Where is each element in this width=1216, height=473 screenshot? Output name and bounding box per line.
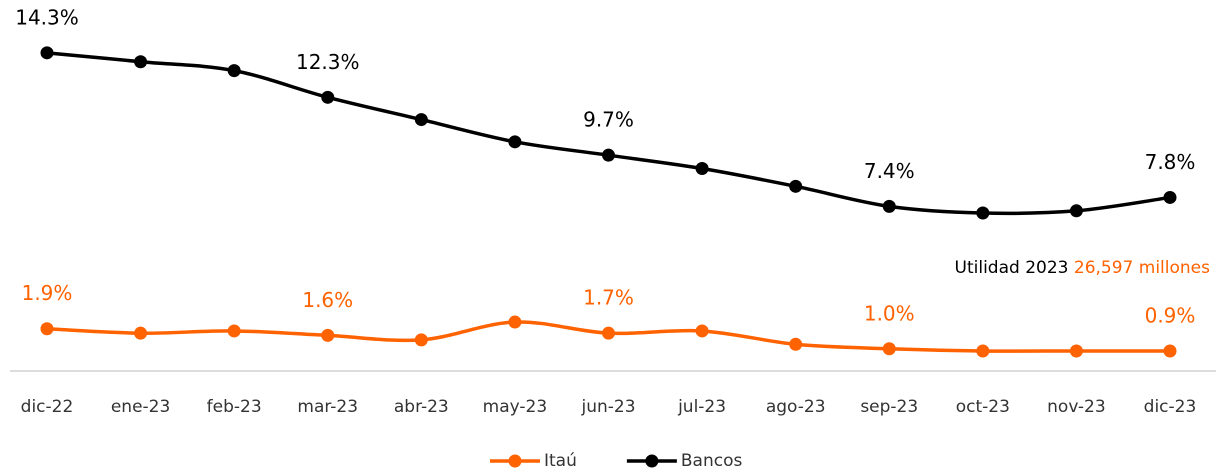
data-point (882, 342, 896, 356)
data-point (414, 333, 428, 347)
data-label: 14.3% (15, 5, 79, 29)
x-tick-label: mar-23 (297, 397, 358, 417)
data-point (602, 148, 615, 162)
data-label: 7.4% (864, 159, 915, 183)
data-label: 9.7% (583, 108, 634, 132)
data-point (227, 324, 241, 338)
data-point (602, 326, 615, 340)
x-tick-label: ago-23 (766, 397, 826, 417)
data-point (882, 199, 896, 213)
data-label: 1.9% (22, 281, 73, 305)
data-point (134, 326, 148, 340)
x-tick-label: dic-22 (21, 397, 74, 417)
data-point (414, 113, 428, 127)
data-point (321, 90, 335, 104)
data-point (976, 344, 990, 358)
data-label: 0.9% (1145, 303, 1196, 327)
x-tick-label: ene-23 (111, 397, 170, 417)
legend-label: Itaú (544, 451, 577, 471)
data-label: 7.8% (1145, 150, 1196, 174)
data-point (40, 46, 54, 60)
annotation-value: 26,597 millones (1074, 258, 1210, 278)
data-point (227, 64, 241, 78)
data-point (789, 179, 803, 193)
legend-swatch-marker (508, 454, 522, 468)
series-line (46, 51, 1171, 216)
x-tick-label: nov-23 (1047, 397, 1106, 417)
annotation-label: Utilidad 2023 (955, 258, 1069, 278)
data-label: 1.0% (864, 301, 915, 325)
legend-swatch-marker (645, 454, 659, 468)
data-point (1069, 204, 1083, 218)
x-tick-label: sep-23 (860, 397, 918, 417)
data-label: 12.3% (296, 50, 360, 74)
data-point (1163, 344, 1177, 358)
x-tick-label: dic-23 (1144, 397, 1197, 417)
x-tick-label: oct-23 (956, 397, 1010, 417)
data-point (695, 162, 709, 176)
x-tick-label: jul-23 (677, 397, 726, 417)
data-point (976, 206, 990, 220)
data-point (695, 324, 709, 338)
data-point (134, 55, 148, 69)
data-point (1163, 190, 1177, 204)
x-tick-label: jun-23 (580, 397, 635, 417)
data-point (508, 315, 522, 329)
x-tick-label: feb-23 (207, 397, 262, 417)
data-point (1069, 344, 1083, 358)
data-label: 1.7% (583, 286, 634, 310)
data-label: 1.6% (302, 288, 353, 312)
x-tick-label: abr-23 (394, 397, 449, 417)
data-point (789, 337, 803, 351)
data-point (40, 322, 54, 336)
data-point (508, 135, 522, 149)
annotation: Utilidad 2023 26,597 millones (955, 258, 1211, 278)
data-point (321, 328, 335, 342)
x-tick-label: may-23 (483, 397, 548, 417)
legend-label: Bancos (681, 451, 743, 471)
